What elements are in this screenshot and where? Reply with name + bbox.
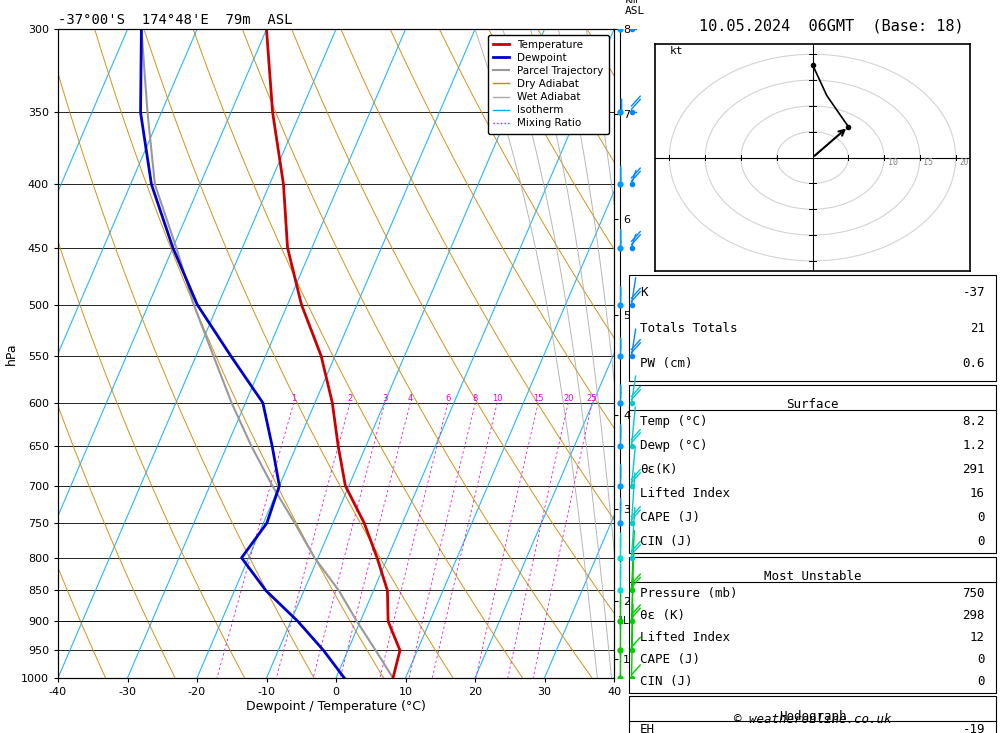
- Text: 1: 1: [291, 394, 296, 403]
- Text: 20: 20: [563, 394, 573, 403]
- Text: 20: 20: [959, 158, 969, 167]
- Text: 8: 8: [473, 394, 478, 403]
- Text: 10: 10: [888, 158, 898, 167]
- Text: Most Unstable: Most Unstable: [764, 570, 861, 583]
- Text: 750: 750: [962, 586, 985, 600]
- Text: Surface: Surface: [786, 398, 839, 411]
- Text: 1LCL: 1LCL: [617, 616, 641, 626]
- Bar: [629, 696, 996, 733]
- Text: θε (K): θε (K): [640, 608, 685, 622]
- Text: EH: EH: [640, 723, 655, 733]
- Text: PW (cm): PW (cm): [640, 357, 692, 370]
- Text: Lifted Index: Lifted Index: [640, 487, 730, 500]
- Bar: [629, 385, 996, 553]
- Text: 10.05.2024  06GMT  (Base: 18): 10.05.2024 06GMT (Base: 18): [699, 18, 964, 33]
- Text: 6: 6: [445, 394, 451, 403]
- Text: -37°00'S  174°48'E  79m  ASL: -37°00'S 174°48'E 79m ASL: [58, 12, 292, 27]
- Text: CIN (J): CIN (J): [640, 675, 692, 688]
- Text: 15: 15: [923, 158, 933, 167]
- Text: 0: 0: [978, 535, 985, 548]
- Text: 4: 4: [408, 394, 413, 403]
- Text: Hodograph: Hodograph: [779, 710, 846, 723]
- Text: 12: 12: [970, 631, 985, 644]
- Text: -37: -37: [962, 286, 985, 299]
- Text: Pressure (mb): Pressure (mb): [640, 586, 738, 600]
- Text: 2: 2: [347, 394, 353, 403]
- Text: 15: 15: [533, 394, 543, 403]
- Text: CAPE (J): CAPE (J): [640, 511, 700, 524]
- Text: 0: 0: [978, 675, 985, 688]
- Text: Totals Totals: Totals Totals: [640, 322, 738, 334]
- Text: km
ASL: km ASL: [625, 0, 645, 16]
- Bar: [629, 275, 996, 381]
- Text: -19: -19: [962, 723, 985, 733]
- Text: 0: 0: [978, 653, 985, 666]
- Text: 3: 3: [382, 394, 388, 403]
- Legend: Temperature, Dewpoint, Parcel Trajectory, Dry Adiabat, Wet Adiabat, Isotherm, Mi: Temperature, Dewpoint, Parcel Trajectory…: [488, 34, 609, 133]
- Text: 10: 10: [492, 394, 502, 403]
- Text: 25: 25: [587, 394, 597, 403]
- Text: CIN (J): CIN (J): [640, 535, 692, 548]
- Text: 298: 298: [962, 608, 985, 622]
- Text: 291: 291: [962, 463, 985, 476]
- Text: Lifted Index: Lifted Index: [640, 631, 730, 644]
- Text: © weatheronline.co.uk: © weatheronline.co.uk: [734, 712, 891, 726]
- X-axis label: Dewpoint / Temperature (°C): Dewpoint / Temperature (°C): [246, 700, 426, 712]
- Text: Dewp (°C): Dewp (°C): [640, 439, 708, 452]
- Text: 0: 0: [978, 511, 985, 524]
- Text: Temp (°C): Temp (°C): [640, 415, 708, 428]
- Bar: [629, 557, 996, 693]
- Text: 21: 21: [970, 322, 985, 334]
- Text: K: K: [640, 286, 648, 299]
- Text: θε(K): θε(K): [640, 463, 678, 476]
- Y-axis label: hPa: hPa: [5, 342, 18, 365]
- Text: kt: kt: [669, 46, 683, 56]
- Text: CAPE (J): CAPE (J): [640, 653, 700, 666]
- Text: 0.6: 0.6: [962, 357, 985, 370]
- Text: 16: 16: [970, 487, 985, 500]
- Text: 1.2: 1.2: [962, 439, 985, 452]
- Text: 8.2: 8.2: [962, 415, 985, 428]
